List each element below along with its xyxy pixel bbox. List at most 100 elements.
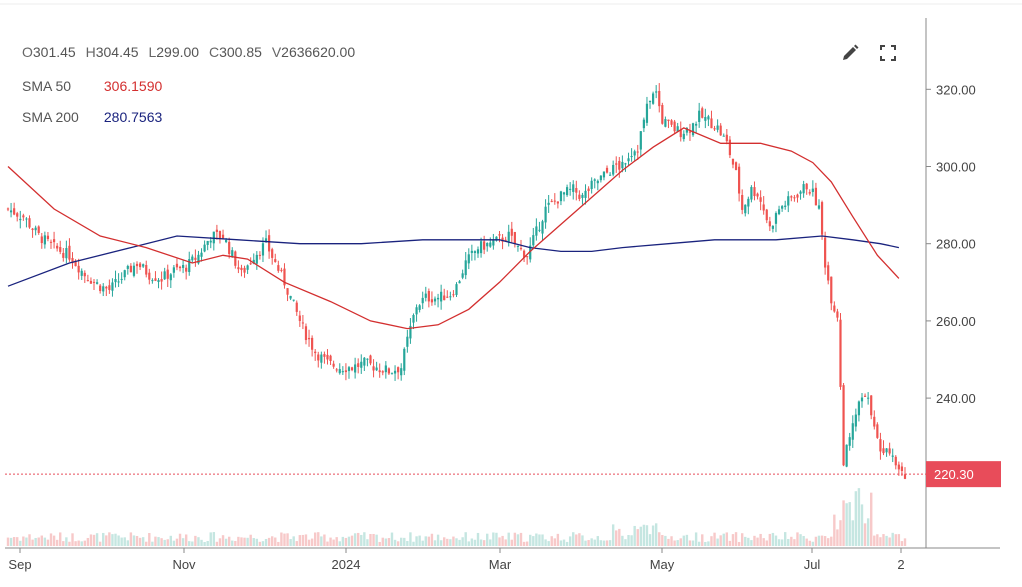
candle [25, 217, 28, 228]
volume-bar [274, 537, 277, 546]
candle [240, 264, 243, 277]
candle-body [615, 163, 618, 165]
candle [725, 129, 728, 145]
candle-body [249, 263, 252, 265]
candle-body [608, 174, 612, 176]
candle-body [679, 129, 682, 138]
candle-body [280, 269, 283, 271]
x-tick-label: May [650, 557, 675, 572]
candle [295, 300, 298, 316]
candle-body [56, 245, 59, 249]
volume-bar [283, 533, 286, 546]
volume-bar [501, 535, 504, 546]
candle-body [842, 385, 845, 466]
candle [507, 224, 510, 247]
volume-bar [507, 532, 510, 546]
candle [569, 182, 572, 196]
candle [572, 180, 575, 200]
candle-body [418, 305, 421, 310]
volume-bar [317, 532, 320, 546]
candle [765, 208, 768, 224]
volume-bar [191, 541, 194, 546]
candle-body [848, 437, 851, 446]
candle [808, 189, 811, 196]
candle-body [541, 221, 544, 234]
high-label: H [85, 44, 96, 60]
candle-body [169, 274, 172, 281]
candle-body [160, 279, 163, 282]
candle-body [412, 314, 415, 323]
pencil-icon[interactable] [839, 42, 861, 64]
candle-body [510, 228, 513, 236]
volume-bar [664, 535, 667, 546]
candle [888, 442, 891, 456]
candle-body [774, 213, 778, 224]
candle-body [719, 125, 722, 136]
volume-bar [897, 534, 901, 546]
candle-body [621, 161, 624, 169]
volume-bar [673, 540, 676, 546]
candle-body [443, 295, 446, 301]
volume-bar [734, 532, 738, 546]
volume-bar [611, 524, 615, 546]
candle [605, 165, 609, 174]
candle-body [203, 244, 206, 252]
candle [329, 354, 332, 365]
candle [691, 122, 695, 137]
candle-body [713, 128, 716, 130]
candle [744, 204, 747, 217]
candle-body [317, 354, 320, 361]
volume-bar [814, 536, 818, 546]
candle-body [885, 448, 888, 453]
candle-body [676, 126, 679, 132]
candle-body [154, 278, 157, 281]
volume-bar [92, 534, 96, 546]
candle [154, 271, 157, 282]
candle-body [151, 280, 154, 282]
candle [178, 265, 182, 272]
fullscreen-icon[interactable] [877, 42, 899, 64]
candle [848, 432, 851, 451]
volume-bar [679, 538, 682, 546]
candle-body [323, 354, 326, 357]
volume-bar [565, 541, 569, 546]
candle [114, 270, 117, 288]
candle-body [298, 315, 301, 321]
candle-body [529, 245, 532, 260]
candle-body [833, 305, 836, 312]
candle-body [406, 336, 409, 347]
candle [68, 238, 71, 262]
candle-body [49, 241, 53, 243]
candle-body [648, 100, 652, 103]
y-tick-label: 320.00 [936, 82, 976, 97]
candle-body [295, 302, 298, 312]
candle [16, 211, 19, 222]
volume-bar [756, 537, 759, 546]
candle-body [92, 281, 96, 283]
candle [615, 156, 618, 173]
volume-bar [37, 537, 40, 546]
candle [701, 106, 704, 119]
candle-body [40, 236, 43, 244]
candle-body [34, 227, 37, 231]
candle [867, 392, 870, 405]
candle-body [526, 256, 529, 258]
candle [698, 102, 701, 128]
candle-body [283, 268, 286, 286]
volume-bar [89, 534, 93, 546]
candle-body [532, 235, 535, 246]
candle-body [105, 286, 108, 289]
candle [37, 225, 40, 235]
volume-bar [719, 535, 722, 546]
candle [89, 277, 93, 284]
candle [544, 199, 547, 229]
candle [562, 191, 566, 202]
candle-body [102, 286, 105, 292]
candle-body [120, 278, 123, 280]
volume-bar [793, 539, 796, 546]
candle [559, 190, 563, 206]
volume-bar [903, 538, 907, 546]
candle [363, 356, 366, 371]
candle [842, 382, 845, 467]
